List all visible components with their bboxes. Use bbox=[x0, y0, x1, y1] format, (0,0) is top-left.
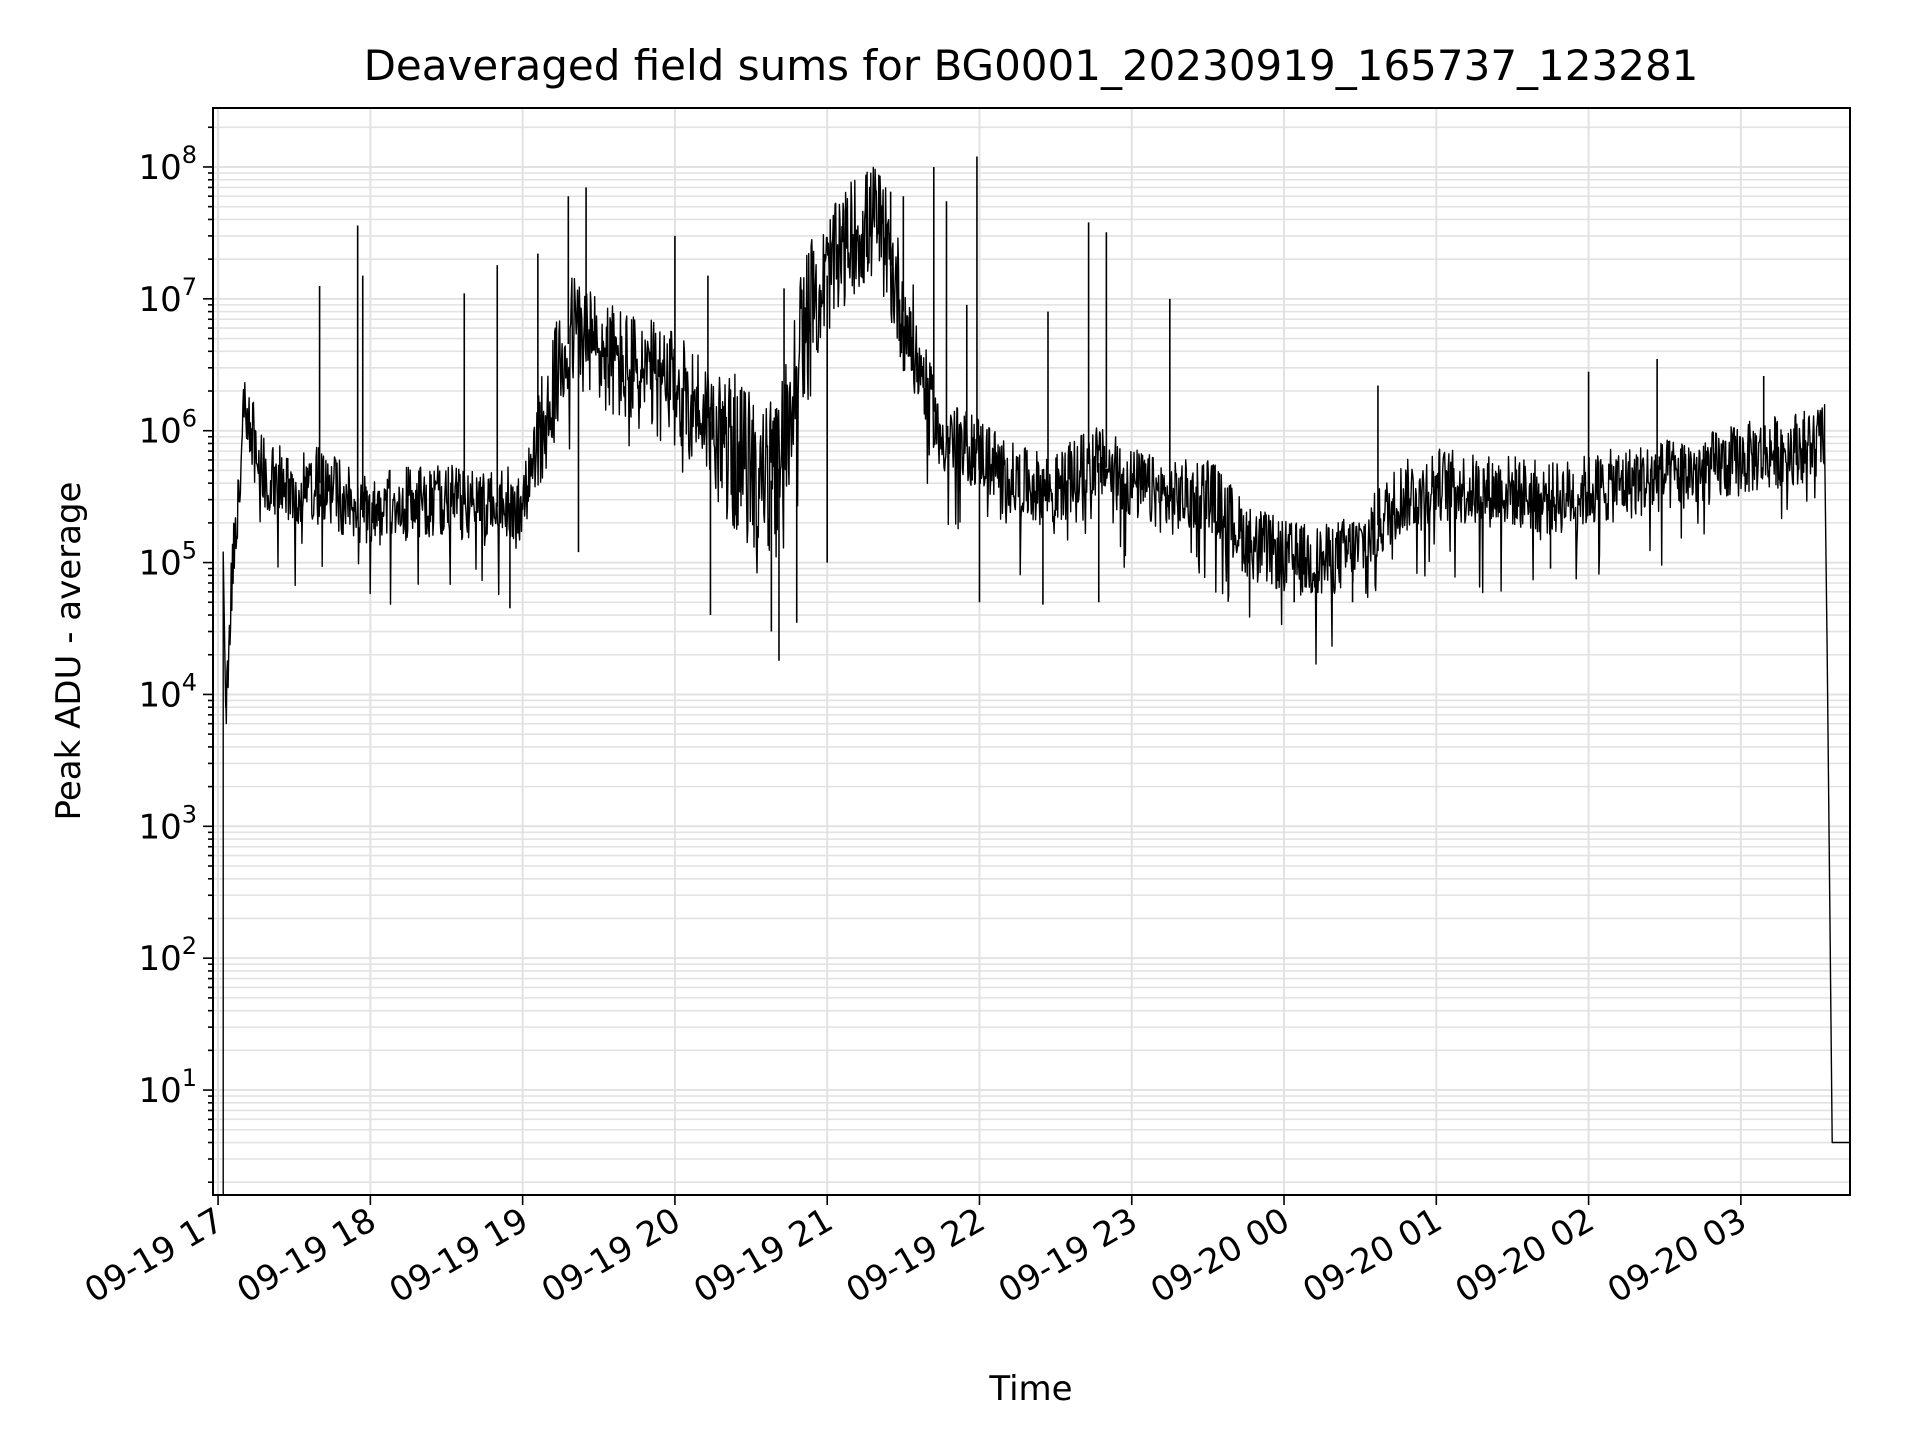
y-tick-label: 107 bbox=[138, 273, 197, 320]
y-tick-label: 108 bbox=[138, 141, 197, 188]
y-tick-label: 106 bbox=[138, 405, 197, 452]
plot-frame bbox=[212, 107, 1851, 1196]
plot-area bbox=[213, 156, 1850, 1195]
x-axis-label: Time bbox=[988, 1369, 1072, 1409]
y-tick-label: 101 bbox=[138, 1064, 197, 1111]
grid-lines bbox=[213, 108, 1850, 1195]
series-layer bbox=[213, 156, 1850, 1195]
y-tick-label: 105 bbox=[138, 537, 197, 584]
y-tick-label: 102 bbox=[138, 932, 197, 979]
chart-title: Deaveraged field sums for BG0001_2023091… bbox=[364, 41, 1699, 90]
y-tick-label: 104 bbox=[138, 668, 197, 715]
y-axis-label: Peak ADU - average bbox=[49, 482, 89, 821]
y-tick-label: 103 bbox=[138, 800, 197, 847]
series-line bbox=[213, 166, 1850, 1195]
